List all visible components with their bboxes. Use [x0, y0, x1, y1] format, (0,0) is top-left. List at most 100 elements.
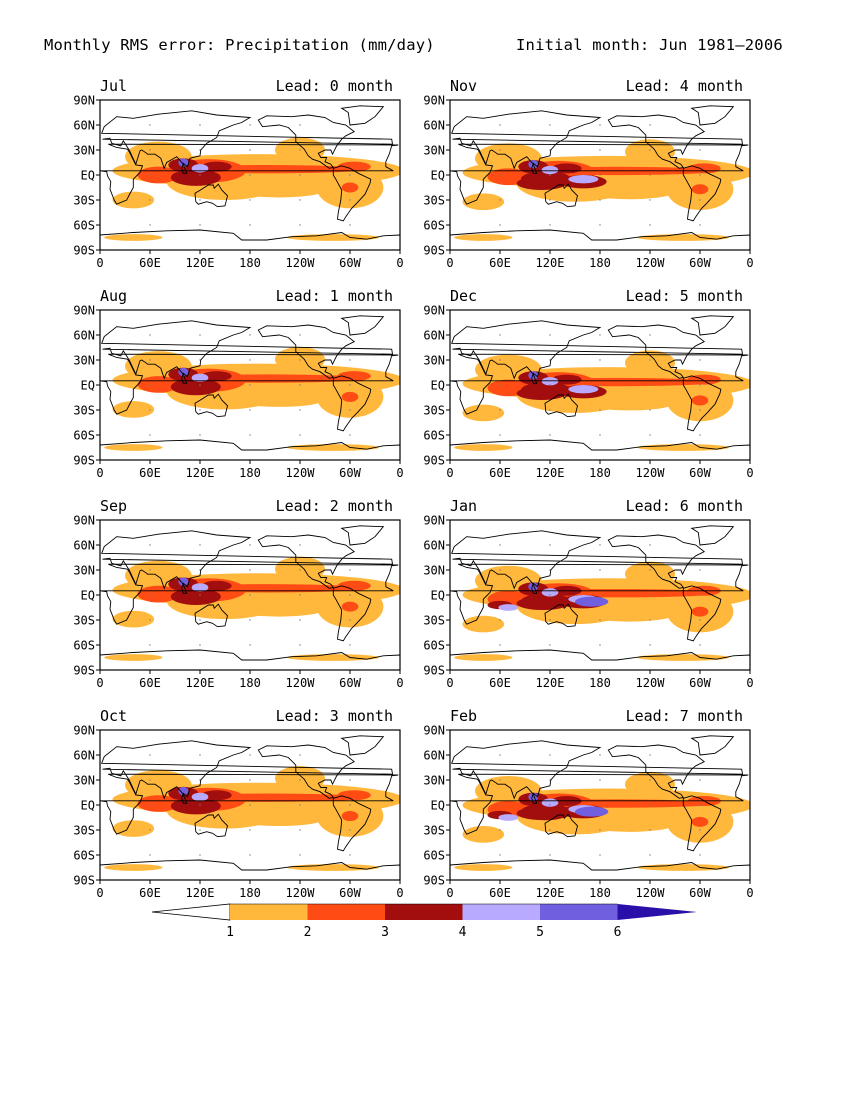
- coastline: [451, 110, 744, 174]
- lat-tick-label: 30S: [73, 824, 95, 838]
- error-contour: [137, 585, 180, 603]
- error-contour: [233, 391, 325, 407]
- error-contour: [275, 766, 325, 792]
- error-contour: [337, 580, 371, 591]
- coastline: [544, 183, 578, 208]
- error-contour: [201, 371, 232, 382]
- panel-lead: Lead: 6 month: [626, 497, 743, 515]
- lat-tick-label: 60N: [73, 539, 95, 553]
- lat-tick-label: 30N: [73, 564, 95, 578]
- coastline: [682, 375, 722, 432]
- error-contour: [528, 582, 539, 591]
- coastline: [340, 735, 385, 756]
- coastline: [690, 735, 735, 756]
- grid-lines: [149, 334, 351, 436]
- lon-tick-label: 120W: [286, 466, 316, 480]
- error-contour: [104, 444, 163, 451]
- panel-lead: Lead: 4 month: [626, 77, 743, 95]
- error-contour: [178, 577, 189, 586]
- error-contour: [201, 580, 232, 591]
- lon-tick-label: 120W: [286, 886, 316, 900]
- lon-tick-label: 180: [589, 676, 611, 690]
- error-contour: [691, 606, 709, 617]
- coastline: [100, 439, 400, 460]
- lon-tick-label: 60E: [139, 256, 161, 270]
- coastline: [544, 813, 578, 838]
- error-contour: [516, 176, 567, 190]
- colorbar-segment: [462, 904, 540, 920]
- lon-tick-label: 60E: [139, 676, 161, 690]
- coastline: [450, 859, 750, 880]
- coastline: [607, 114, 706, 169]
- error-contour: [104, 234, 163, 241]
- lat-tick-label: 90N: [423, 304, 445, 318]
- error-contour: [233, 601, 325, 617]
- lon-tick-label: 0: [96, 886, 103, 900]
- lat-tick-label: 30N: [73, 144, 95, 158]
- error-field: [454, 350, 750, 451]
- lat-tick-label: 60S: [73, 429, 95, 443]
- error-contour: [112, 820, 155, 837]
- error-contour: [233, 811, 325, 827]
- lon-tick-label: 60E: [139, 466, 161, 480]
- error-contour: [191, 792, 209, 802]
- coastline: [100, 563, 399, 625]
- error-contour: [691, 184, 709, 195]
- lon-tick-label: 120W: [286, 676, 316, 690]
- coastline: [690, 105, 735, 126]
- lat-tick-label: 30N: [423, 354, 445, 368]
- coastline: [682, 795, 722, 852]
- grid-lines: [499, 754, 701, 856]
- lat-tick-label: 90S: [423, 454, 445, 468]
- error-contour: [170, 797, 221, 815]
- error-contour: [137, 376, 180, 393]
- lat-tick-label: EQ: [431, 379, 445, 393]
- panel-month: Nov: [450, 77, 477, 95]
- lon-tick-label: 120W: [636, 886, 666, 900]
- lon-tick-label: 0: [96, 256, 103, 270]
- coastline: [340, 105, 385, 126]
- error-contour: [637, 444, 730, 451]
- lat-tick-label: EQ: [431, 589, 445, 603]
- coastline: [451, 530, 744, 594]
- coastline: [100, 773, 399, 835]
- error-contour: [341, 811, 359, 822]
- error-contour: [337, 371, 371, 382]
- error-contour: [568, 175, 599, 184]
- error-contour: [112, 610, 155, 628]
- lat-tick-label: 60N: [73, 329, 95, 343]
- coastline: [340, 525, 385, 546]
- error-contour: [191, 583, 209, 592]
- error-contour: [287, 444, 380, 451]
- panel-month: Oct: [100, 707, 127, 725]
- panel-lead: Lead: 3 month: [276, 707, 393, 725]
- lat-tick-label: 30S: [423, 824, 445, 838]
- lat-tick-label: 60S: [423, 429, 445, 443]
- lon-tick-label: 120E: [536, 256, 565, 270]
- lon-tick-label: 180: [239, 466, 261, 480]
- lon-tick-label: 60E: [139, 886, 161, 900]
- error-contour: [201, 161, 232, 172]
- coastline: [100, 649, 400, 670]
- lon-tick-label: 60W: [689, 256, 711, 270]
- lat-tick-label: 30S: [73, 614, 95, 628]
- lat-tick-label: 60N: [73, 749, 95, 763]
- lon-tick-label: 0: [446, 466, 453, 480]
- lon-tick-label: 120W: [636, 256, 666, 270]
- error-contour: [233, 182, 325, 198]
- lon-tick-label: 120E: [186, 256, 215, 270]
- error-contour: [178, 158, 189, 167]
- panel-lead: Lead: 0 month: [276, 77, 393, 95]
- coastline: [340, 315, 385, 336]
- error-contour: [583, 184, 676, 200]
- lat-tick-label: EQ: [81, 169, 95, 183]
- lat-tick-label: 30S: [73, 404, 95, 418]
- lat-tick-label: EQ: [431, 799, 445, 813]
- lon-tick-label: 120E: [536, 676, 565, 690]
- error-contour: [112, 401, 155, 418]
- lat-tick-label: 30N: [73, 774, 95, 788]
